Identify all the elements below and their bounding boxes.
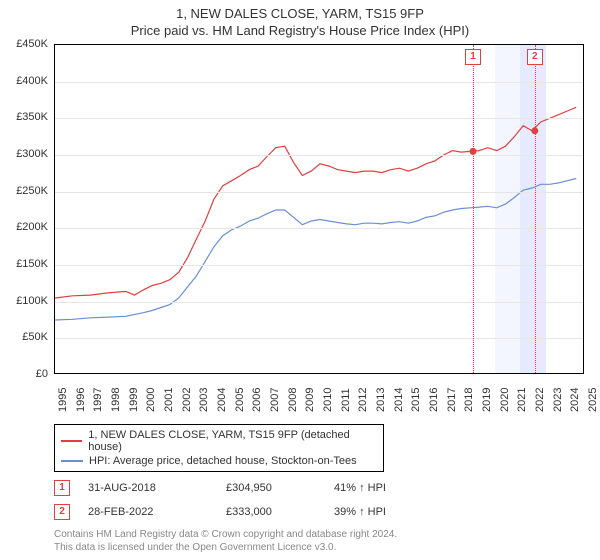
x-tick-label: 2011 <box>340 388 352 412</box>
legend-label: 1, NEW DALES CLOSE, YARM, TS15 9FP (deta… <box>88 429 377 453</box>
sale-marker-box: 1 <box>465 49 481 65</box>
footnote-line2: This data is licensed under the Open Gov… <box>54 542 336 553</box>
x-tick-label: 2013 <box>375 388 387 412</box>
y-gridline <box>55 302 583 303</box>
x-tick-label: 2023 <box>552 388 564 412</box>
x-tick-label: 2002 <box>181 388 193 412</box>
legend: 1, NEW DALES CLOSE, YARM, TS15 9FP (deta… <box>54 424 384 472</box>
x-tick-label: 2004 <box>216 388 228 412</box>
x-tick-label: 2017 <box>446 388 458 412</box>
sale-row-marker: 1 <box>54 480 70 496</box>
x-tick-label: 1996 <box>75 388 87 412</box>
chart-title: 1, NEW DALES CLOSE, YARM, TS15 9FP <box>10 6 590 21</box>
sale-marker-line <box>473 45 474 373</box>
chart-subtitle: Price paid vs. HM Land Registry's House … <box>10 23 590 38</box>
y-gridline <box>55 192 583 193</box>
x-tick-label: 2003 <box>198 388 210 412</box>
y-gridline <box>55 155 583 156</box>
legend-row: HPI: Average price, detached house, Stoc… <box>61 454 377 468</box>
x-tick-label: 2021 <box>516 388 528 412</box>
legend-label: HPI: Average price, detached house, Stoc… <box>89 455 357 467</box>
x-tick-label: 2009 <box>304 388 316 412</box>
x-tick-label: 2006 <box>251 388 263 412</box>
y-tick-label: £50K <box>22 331 48 343</box>
y-tick-label: £100K <box>16 295 48 307</box>
x-tick-label: 2025 <box>587 388 599 412</box>
x-tick-label: 2010 <box>322 388 334 412</box>
x-tick-label: 2000 <box>145 388 157 412</box>
chart: 12 1995199619971998199920002001200220032… <box>54 44 584 418</box>
y-tick-label: £350K <box>16 111 48 123</box>
series-line <box>55 179 576 321</box>
y-gridline <box>55 338 583 339</box>
x-tick-label: 2014 <box>393 388 405 412</box>
y-tick-label: £400K <box>16 75 48 87</box>
sales-table: 1 31-AUG-2018 £304,950 41% ↑ HPI 2 28-FEB-202… <box>54 476 590 524</box>
sale-price: £304,950 <box>226 482 316 494</box>
footnote: Contains HM Land Registry data © Crown c… <box>54 528 590 554</box>
sale-row-marker: 2 <box>54 504 70 520</box>
legend-row: 1, NEW DALES CLOSE, YARM, TS15 9FP (deta… <box>61 428 377 454</box>
x-tick-label: 2012 <box>357 388 369 412</box>
y-tick-label: £150K <box>16 258 48 270</box>
y-tick-label: £300K <box>16 148 48 160</box>
y-gridline <box>55 228 583 229</box>
x-tick-label: 2018 <box>463 388 475 412</box>
y-gridline <box>55 82 583 83</box>
x-tick-label: 1999 <box>128 388 140 412</box>
sales-row: 1 31-AUG-2018 £304,950 41% ↑ HPI <box>54 476 590 500</box>
x-tick-label: 2005 <box>234 388 246 412</box>
series-line <box>55 107 576 298</box>
y-tick-label: £450K <box>16 38 48 50</box>
footnote-line1: Contains HM Land Registry data © Crown c… <box>54 529 397 540</box>
sale-marker-line <box>535 45 536 373</box>
chart-svg <box>55 45 584 374</box>
y-tick-label: £0 <box>36 368 48 380</box>
x-tick-label: 2015 <box>410 388 422 412</box>
x-tick-label: 2008 <box>287 388 299 412</box>
x-tick-label: 1997 <box>92 388 104 412</box>
x-tick-label: 2020 <box>499 388 511 412</box>
y-gridline <box>55 118 583 119</box>
x-tick-label: 2022 <box>534 388 546 412</box>
x-tick-label: 2016 <box>428 388 440 412</box>
x-tick-label: 2007 <box>269 388 281 412</box>
x-tick-label: 2024 <box>569 388 581 412</box>
plot-area: 12 <box>54 44 584 374</box>
sale-price: £333,000 <box>226 506 316 518</box>
x-tick-label: 2019 <box>481 388 493 412</box>
sales-row: 2 28-FEB-2022 £333,000 39% ↑ HPI <box>54 500 590 524</box>
legend-swatch <box>61 460 83 462</box>
sale-marker-box: 2 <box>527 49 543 65</box>
x-tick-label: 1995 <box>57 388 69 412</box>
sale-pct: 39% ↑ HPI <box>334 506 424 518</box>
x-tick-label: 1998 <box>110 388 122 412</box>
sale-date: 31-AUG-2018 <box>88 482 208 494</box>
legend-swatch <box>61 440 82 442</box>
y-tick-label: £200K <box>16 221 48 233</box>
y-gridline <box>55 265 583 266</box>
sale-pct: 41% ↑ HPI <box>334 482 424 494</box>
y-tick-label: £250K <box>16 185 48 197</box>
x-tick-label: 2001 <box>163 388 175 412</box>
sale-date: 28-FEB-2022 <box>88 506 208 518</box>
x-axis-ticks: 1995 1996 1997 1998 1999 2000 2001 2002 2003 2004… <box>54 376 584 418</box>
